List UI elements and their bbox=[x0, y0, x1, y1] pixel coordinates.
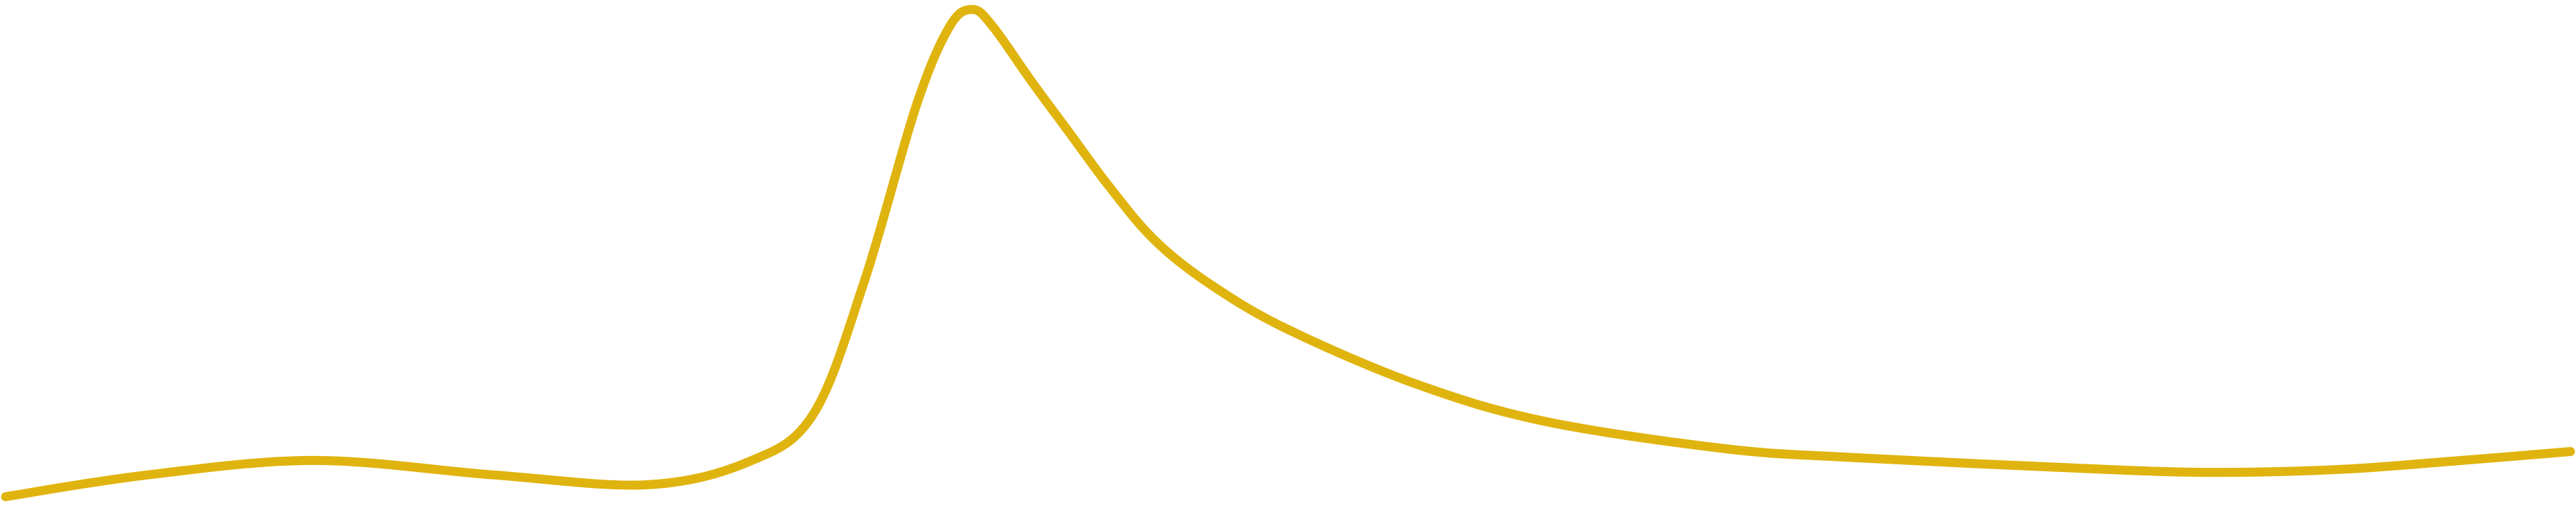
series-line-1 bbox=[1, 5, 2575, 502]
